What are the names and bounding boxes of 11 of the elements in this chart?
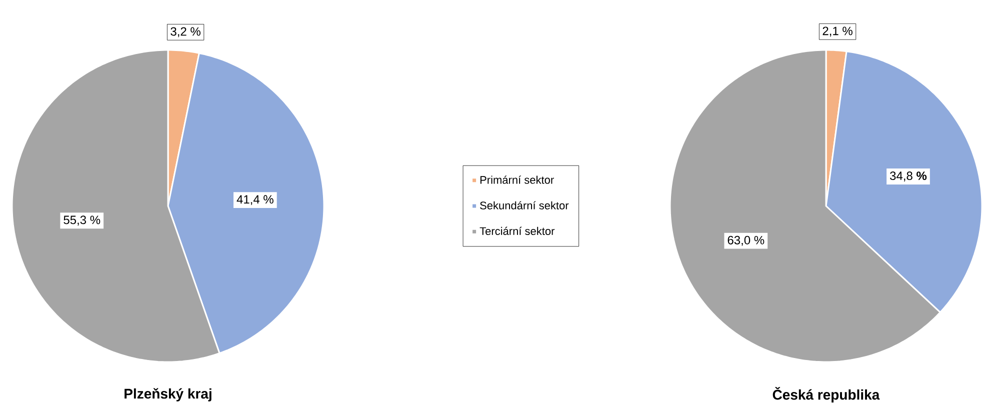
data-label: 41,4 % bbox=[236, 195, 274, 206]
data-label: 63,0 % bbox=[728, 236, 764, 246]
text: Plzeňský kraj bbox=[124, 388, 212, 402]
text: Česká republika bbox=[772, 387, 880, 402]
legend-label: Terciární sektor bbox=[480, 226, 555, 236]
data-label: 3,2 % bbox=[170, 27, 200, 38]
data-label: 2,1 % bbox=[822, 26, 852, 37]
legend-label: Sekundární sektor bbox=[480, 201, 569, 210]
legend-label: Primární sektor bbox=[480, 176, 554, 184]
data-label: 55,3 % bbox=[64, 216, 100, 226]
data-label: 34,8 % bbox=[890, 172, 927, 182]
